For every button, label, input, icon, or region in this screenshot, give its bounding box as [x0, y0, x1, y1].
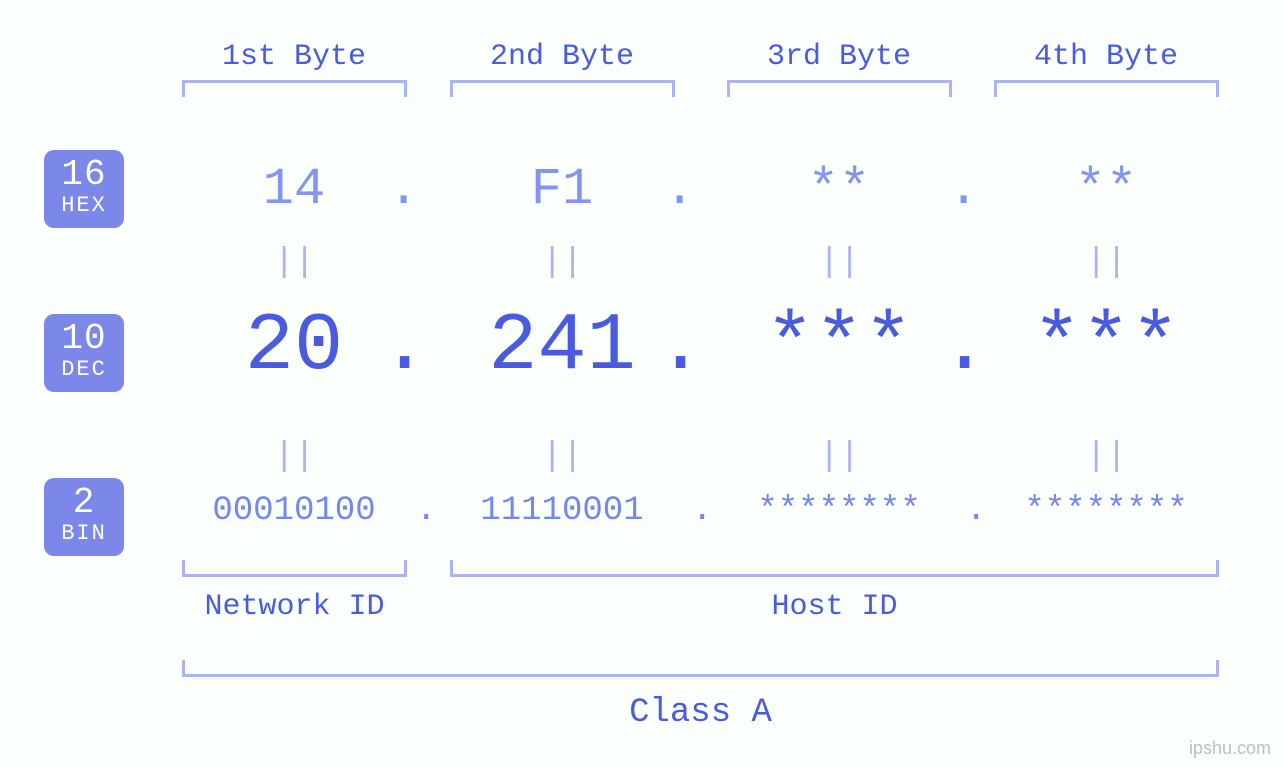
host-id-bracket — [450, 560, 1219, 577]
hex-dot-1: . — [388, 160, 412, 219]
hex-byte-1: 14 — [194, 160, 394, 219]
bin-byte-1: 00010100 — [174, 492, 414, 530]
network-id-label: Network ID — [182, 590, 407, 624]
dec-badge-label: DEC — [44, 358, 124, 382]
bin-byte-2: 11110001 — [442, 492, 682, 530]
class-bracket — [182, 660, 1219, 677]
network-id-bracket — [182, 560, 407, 577]
eq-2-2: || — [542, 438, 582, 476]
watermark: ipshu.com — [1189, 738, 1271, 759]
bin-dot-3: . — [966, 492, 986, 530]
byte-label-3: 3rd Byte — [759, 40, 919, 74]
hex-badge: 16 HEX — [44, 150, 124, 228]
bin-byte-3: ******** — [719, 492, 959, 530]
bin-byte-4: ******** — [986, 492, 1226, 530]
hex-badge-label: HEX — [44, 194, 124, 218]
bin-badge: 2 BIN — [44, 478, 124, 556]
hex-byte-3: ** — [739, 160, 939, 219]
bin-dot-2: . — [692, 492, 712, 530]
dec-dot-2: . — [656, 300, 696, 393]
ip-notation-diagram: 1st Byte 2nd Byte 3rd Byte 4th Byte 16 H… — [0, 0, 1285, 767]
eq-2-4: || — [1086, 438, 1126, 476]
byte-label-4: 4th Byte — [1026, 40, 1186, 74]
dec-byte-3: *** — [715, 300, 963, 393]
dec-byte-4: *** — [982, 300, 1230, 393]
dec-byte-2: 241 — [438, 300, 686, 393]
bin-badge-label: BIN — [44, 522, 124, 546]
eq-1-4: || — [1086, 244, 1126, 282]
hex-byte-4: ** — [1006, 160, 1206, 219]
byte-bracket-3 — [727, 80, 952, 97]
eq-1-1: || — [274, 244, 314, 282]
eq-2-3: || — [819, 438, 859, 476]
hex-byte-2: F1 — [462, 160, 662, 219]
dec-dot-1: . — [380, 300, 420, 393]
eq-1-3: || — [819, 244, 859, 282]
byte-label-2: 2nd Byte — [482, 40, 642, 74]
byte-label-1: 1st Byte — [214, 40, 374, 74]
byte-bracket-4 — [994, 80, 1219, 97]
dec-badge: 10 DEC — [44, 314, 124, 392]
eq-1-2: || — [542, 244, 582, 282]
host-id-label: Host ID — [450, 590, 1219, 624]
hex-dot-3: . — [948, 160, 972, 219]
byte-bracket-1 — [182, 80, 407, 97]
eq-2-1: || — [274, 438, 314, 476]
dec-badge-base: 10 — [44, 320, 124, 358]
bin-badge-base: 2 — [44, 484, 124, 522]
byte-bracket-2 — [450, 80, 675, 97]
hex-badge-base: 16 — [44, 156, 124, 194]
bin-dot-1: . — [416, 492, 436, 530]
dec-dot-3: . — [940, 300, 980, 393]
class-label: Class A — [182, 694, 1219, 732]
hex-dot-2: . — [664, 160, 688, 219]
